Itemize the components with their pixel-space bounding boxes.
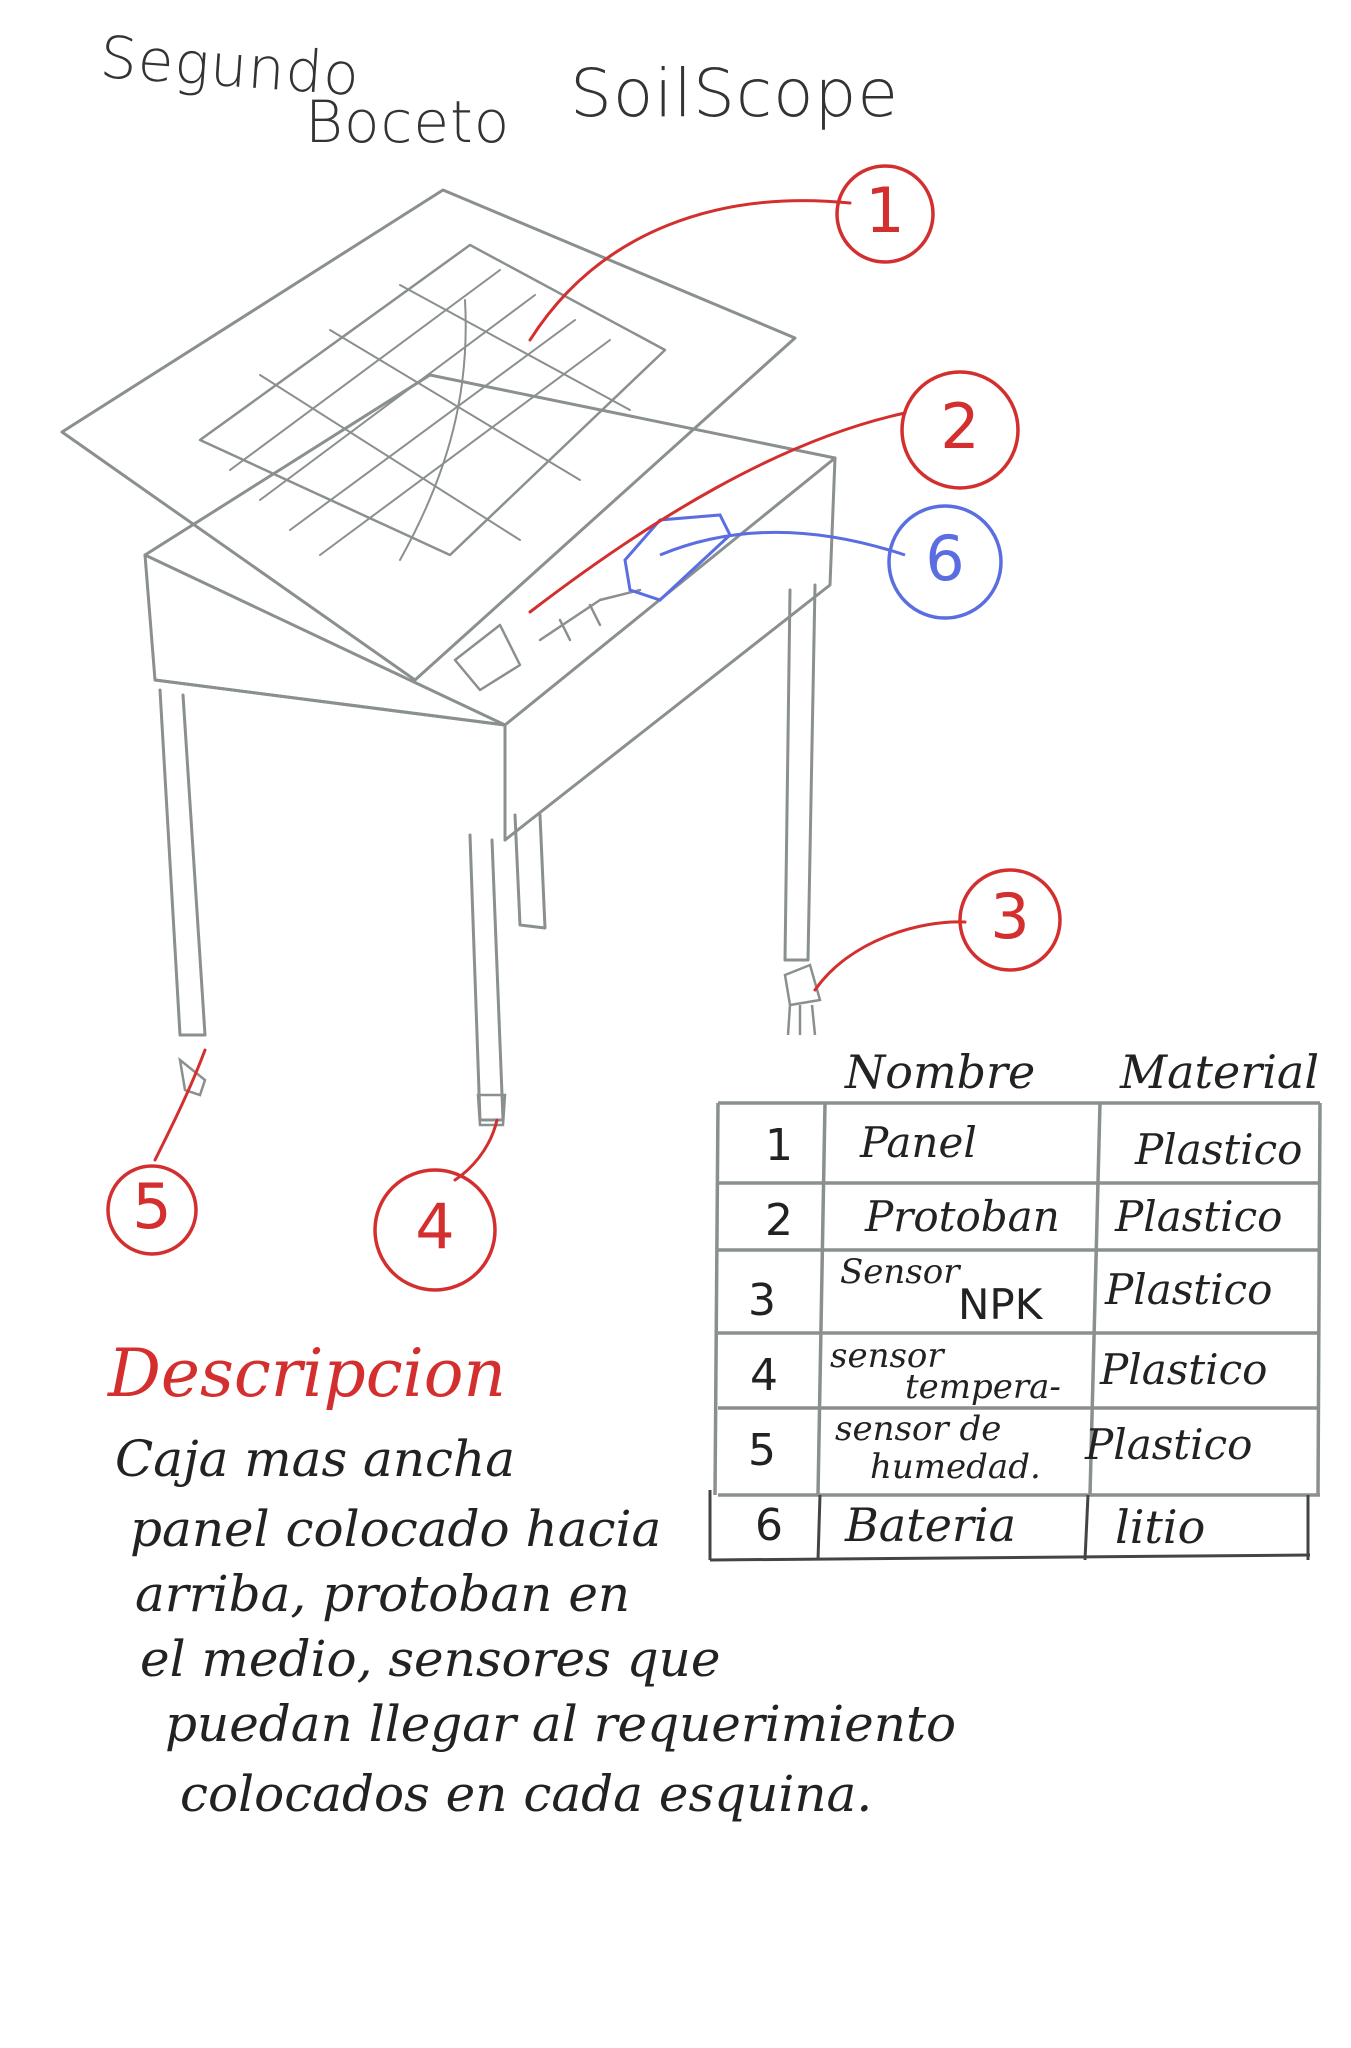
- row-3-num: 3: [748, 1275, 776, 1326]
- legs: [158, 583, 817, 1122]
- protoboard-sketch: [453, 588, 642, 692]
- description-line-4: el medio, sensores que: [140, 1630, 721, 1688]
- leader-1: [528, 199, 852, 342]
- callout-1: 1: [865, 174, 905, 247]
- row-1-num: 1: [765, 1120, 793, 1171]
- box-front: [143, 553, 507, 842]
- row-6-num: 6: [755, 1500, 783, 1551]
- row-6-name: Bateria: [845, 1498, 1017, 1552]
- solar-panel-frame: [60, 188, 797, 682]
- table-last-row: [708, 1490, 1311, 1562]
- description-line-1: Caja mas ancha: [115, 1430, 516, 1488]
- table-grid: [713, 1101, 1322, 1497]
- description-line-3: arriba, protoban en: [135, 1565, 631, 1623]
- row-2-material: Plastico: [1115, 1192, 1283, 1241]
- row-3-material: Plastico: [1105, 1265, 1273, 1314]
- callout-6: 6: [925, 522, 965, 595]
- row-1-name: Panel: [860, 1118, 977, 1167]
- callout-1-circle: [835, 164, 935, 264]
- row-2-num: 2: [765, 1195, 793, 1246]
- table-header-material: Material: [1120, 1045, 1320, 1099]
- callout-5: 5: [132, 1170, 172, 1243]
- panel-grid: [198, 243, 667, 557]
- row-5-material: Plastico: [1085, 1420, 1253, 1469]
- callout-2-circle: [900, 370, 1020, 490]
- row-1-material: Plastico: [1135, 1125, 1303, 1174]
- row-3-name-a: Sensor: [840, 1252, 960, 1292]
- description-line-2: panel colocado hacia: [130, 1500, 662, 1558]
- callout-5-circle: [106, 1164, 198, 1256]
- description-line-5: puedan llegar al requerimiento: [165, 1695, 957, 1753]
- leader-3: [813, 920, 967, 992]
- row-4-name-b: tempera-: [905, 1367, 1061, 1407]
- callout-3-circle: [958, 868, 1062, 972]
- callout-6-circle: [887, 504, 1003, 620]
- row-5-name-a: sensor de: [835, 1409, 1002, 1449]
- row-6-material: litio: [1115, 1500, 1206, 1554]
- row-5-name-b: humedad.: [870, 1447, 1041, 1487]
- box-top: [143, 373, 837, 727]
- row-4-material: Plastico: [1100, 1345, 1268, 1394]
- title-line2: Boceto: [305, 88, 511, 156]
- row-3-name-b: NPK: [958, 1280, 1043, 1329]
- leader-6: [659, 530, 906, 557]
- row-2-name: Protoban: [865, 1192, 1060, 1241]
- leader-2: [528, 411, 907, 614]
- callout-3: 3: [990, 880, 1030, 953]
- row-4-num: 4: [750, 1350, 778, 1401]
- callout-4-circle: [373, 1168, 497, 1292]
- table-header-name: Nombre: [845, 1045, 1036, 1099]
- callout-2: 2: [940, 390, 980, 463]
- description-heading: Descripcion: [108, 1335, 507, 1412]
- project-name: SoilScope: [570, 55, 900, 132]
- row-4-name-a: sensor: [830, 1336, 944, 1376]
- description-line-6: colocados en cada esquina.: [180, 1765, 873, 1823]
- leader-5: [153, 1048, 207, 1162]
- callout-4: 4: [415, 1190, 455, 1263]
- leader-4: [453, 1118, 499, 1182]
- row-5-num: 5: [748, 1425, 776, 1476]
